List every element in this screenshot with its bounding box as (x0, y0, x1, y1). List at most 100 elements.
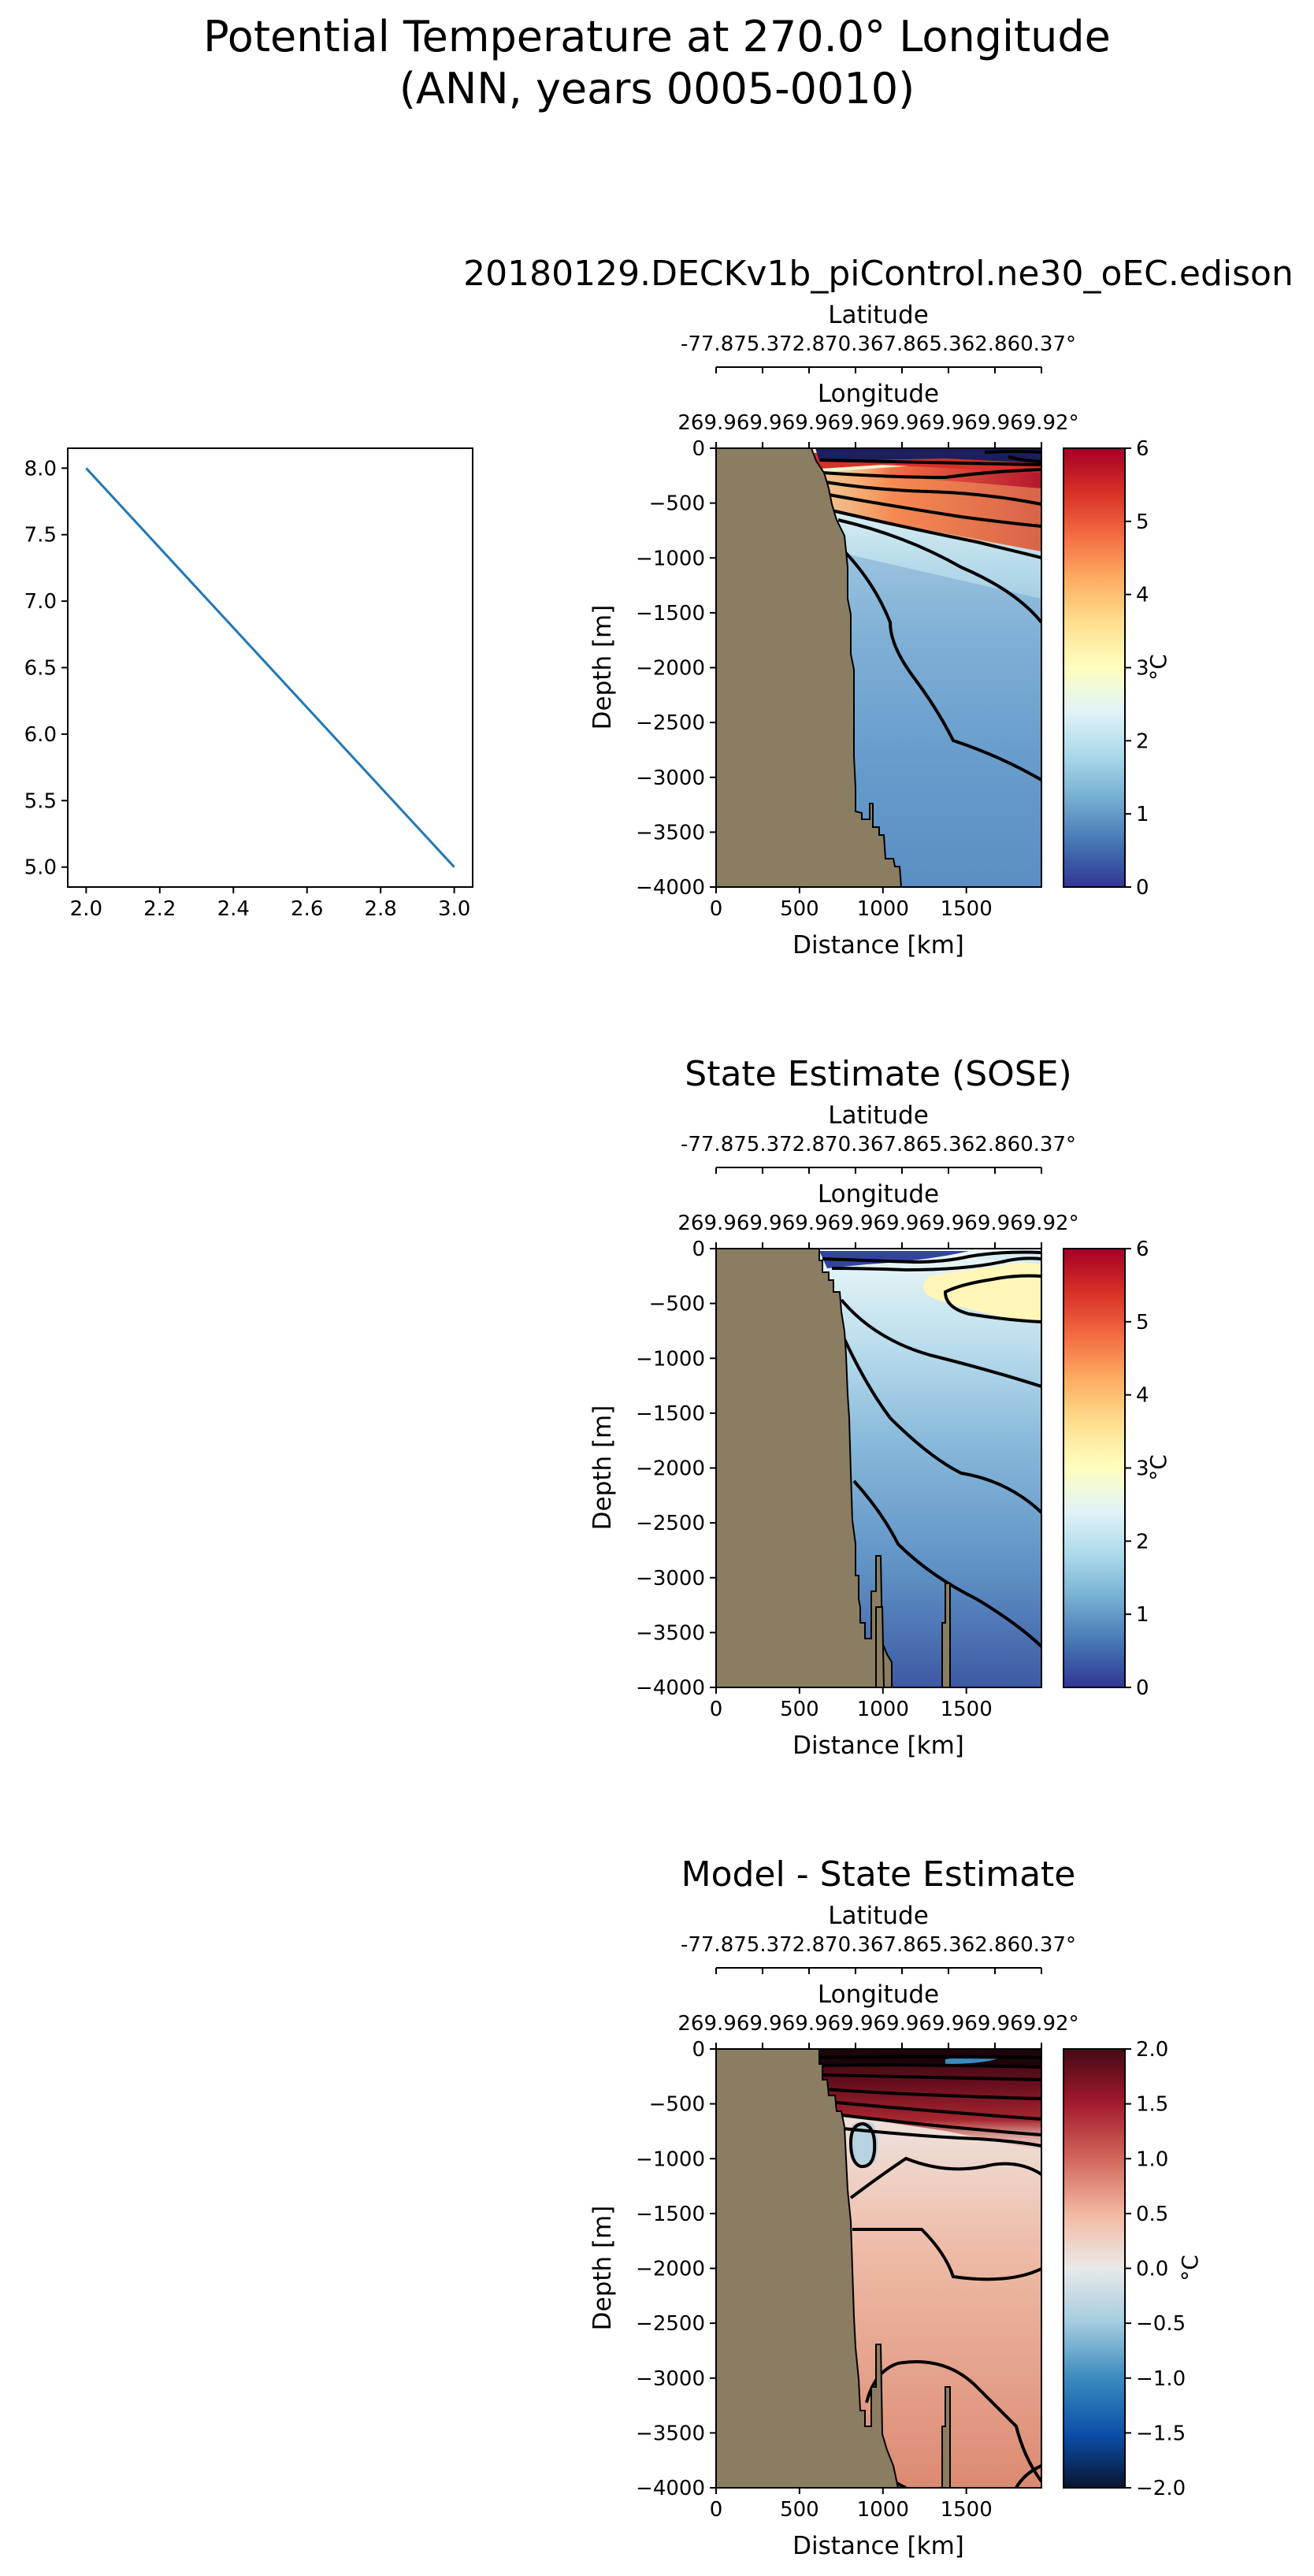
colorbar-tick-label: 4 (1136, 584, 1149, 607)
y-tick-label: −2000 (636, 657, 705, 681)
colorbar-tick-label: −2.0 (1136, 2477, 1186, 2500)
line-plot-x-tick-label: 2.8 (365, 897, 397, 921)
model-title: 20180129.DECKv1b_piControl.ne30_oEC.edis… (463, 254, 1294, 294)
colorbar-tick-label: 1.0 (1136, 2147, 1168, 2171)
y-tick-label: −500 (649, 492, 705, 516)
line-plot-x-tick-label: 2.0 (70, 897, 102, 921)
model-land (715, 447, 903, 888)
model-colorbar-label: °C (1145, 654, 1171, 681)
obs-lon-ticks: 269.969.969.969.969.969.969.969.92° (677, 1212, 1078, 1235)
colorbar-tick-label: 5 (1136, 1311, 1149, 1334)
model-panel: 20180129.DECKv1b_piControl.ne30_oEC.edis… (463, 254, 1294, 960)
diff-land (715, 2048, 951, 2489)
diff-y-label: Depth [m] (588, 2206, 617, 2331)
y-tick-label: −1500 (636, 2203, 705, 2226)
model-lon-label: Longitude (818, 380, 939, 408)
obs-x-label: Distance [km] (792, 1732, 964, 1760)
y-tick-label: −4000 (636, 2477, 705, 2500)
obs-colorbar-ticks: 0 1 2 3 4 5 6 (1125, 1238, 1149, 1700)
colorbar-tick-label: 6 (1136, 437, 1149, 461)
line-plot-y-tick-label: 6.5 (24, 657, 57, 681)
model-contours (818, 450, 1041, 781)
colorbar-tick-label: −0.5 (1136, 2312, 1186, 2336)
y-tick-label: −3500 (636, 1621, 705, 1645)
model-lat-axis-ticks (715, 367, 1042, 448)
colorbar-tick-label: 1.5 (1136, 2093, 1168, 2117)
y-tick-label: −3000 (636, 2367, 705, 2391)
line-plot-y-tick-label: 7.5 (24, 524, 57, 547)
colorbar-tick-label: 3 (1136, 1457, 1149, 1481)
colorbar-tick-label: 4 (1136, 1384, 1149, 1408)
x-tick-label: 1000 (857, 2498, 909, 2522)
figure-title-line-2: (ANN, years 0005-0010) (399, 64, 915, 113)
figure-title-line-1: Potential Temperature at 270.0° Longitud… (203, 12, 1111, 61)
y-tick-label: −1500 (636, 1402, 705, 1426)
line-plot-x-tick-label: 2.4 (217, 897, 250, 921)
diff-colorbar-label: °C (1177, 2255, 1203, 2281)
x-tick-label: 1500 (941, 1698, 993, 1721)
model-x-label: Distance [km] (792, 931, 964, 960)
y-tick-label: −2000 (636, 1457, 705, 1481)
diff-lat-label: Latitude (828, 1902, 929, 1930)
line-plot-x-tick-label: 2.2 (143, 897, 176, 921)
y-tick-label: 0 (692, 2038, 705, 2062)
line-plot-x-ticks: 2.0 2.2 2.4 2.6 2.8 3.0 (70, 887, 470, 921)
colorbar-tick-label: 0.5 (1136, 2203, 1168, 2226)
colorbar-tick-label: 1 (1136, 1603, 1149, 1627)
y-tick-label: −3500 (636, 2422, 705, 2445)
y-tick-label: −1000 (636, 547, 705, 570)
obs-panel: State Estimate (SOSE) 0 500 1000 1500 0 −500 (588, 1054, 1171, 1760)
diff-lat-ticks: -77.875.372.870.367.865.362.860.37° (681, 1933, 1076, 1957)
y-tick-label: −2500 (636, 2312, 705, 2336)
colorbar-tick-label: 0 (1136, 876, 1149, 900)
colorbar-tick-label: −1.5 (1136, 2422, 1186, 2445)
diff-x-label: Distance [km] (792, 2532, 964, 2560)
line-plot-x-tick-label: 2.6 (291, 897, 323, 921)
model-lat-label: Latitude (828, 301, 929, 329)
diff-colorbar (1063, 2048, 1126, 2489)
obs-contours (822, 1250, 1041, 1648)
obs-lat-label: Latitude (828, 1101, 929, 1130)
y-tick-label: −1000 (636, 2147, 705, 2171)
colorbar-tick-label: 2 (1136, 729, 1149, 753)
colorbar-tick-label: −1.0 (1136, 2367, 1186, 2391)
y-tick-label: −4000 (636, 1676, 705, 1700)
model-colorbar-ticks: 0 1 2 3 4 5 6 (1125, 437, 1149, 900)
colorbar-tick-label: 5 (1136, 510, 1149, 534)
x-tick-label: 500 (780, 897, 819, 921)
obs-lon-label: Longitude (818, 1180, 939, 1208)
model-lat-ticks: -77.875.372.870.367.865.362.860.37° (681, 332, 1076, 356)
obs-colorbar (1063, 1248, 1126, 1688)
diff-colorbar-ticks: 2.0 1.5 1.0 0.5 0.0 −0.5 −1.0 −1.5 −2.0 (1125, 2038, 1186, 2500)
x-tick-label: 0 (710, 2498, 723, 2522)
obs-title: State Estimate (SOSE) (685, 1054, 1071, 1094)
colorbar-tick-label: 2 (1136, 1530, 1149, 1553)
y-tick-label: 0 (692, 1238, 705, 1261)
y-tick-label: 0 (692, 437, 705, 461)
x-tick-label: 0 (710, 1698, 723, 1721)
diff-ticks: 0 500 1000 1500 0 −500 −1000 −1500 −2000 −2500 −30… (636, 2038, 993, 2522)
obs-lat-ticks: -77.875.372.870.367.865.362.860.37° (681, 1133, 1076, 1156)
x-tick-label: 0 (710, 897, 723, 921)
line-series (85, 467, 455, 868)
y-tick-label: −2000 (636, 2258, 705, 2281)
model-ticks: 0 500 1000 1500 0 −500 −1000 −1500 −2000 −2500 −30… (636, 437, 993, 921)
diff-lon-ticks: 269.969.969.969.969.969.969.969.92° (677, 2012, 1078, 2036)
line-plot-y-tick-label: 5.0 (24, 856, 57, 880)
y-tick-label: −3000 (636, 1567, 705, 1591)
colorbar-tick-label: 0.0 (1136, 2258, 1168, 2281)
diff-panel: Model - State Estimate (588, 1854, 1203, 2560)
x-tick-label: 1000 (857, 1698, 909, 1721)
line-plot-y-ticks: 5.0 5.5 6.0 6.5 7.0 7.5 8.0 (24, 457, 68, 880)
y-tick-label: −4000 (636, 876, 705, 900)
y-tick-label: −1500 (636, 602, 705, 625)
colorbar-tick-label: 1 (1136, 803, 1149, 826)
y-tick-label: −3000 (636, 766, 705, 790)
line-plot-y-tick-label: 5.5 (24, 789, 57, 813)
colorbar-tick-label: 6 (1136, 1238, 1149, 1261)
line-plot-x-tick-label: 3.0 (438, 897, 470, 921)
x-tick-label: 500 (780, 2498, 819, 2522)
y-tick-label: −1000 (636, 1347, 705, 1371)
